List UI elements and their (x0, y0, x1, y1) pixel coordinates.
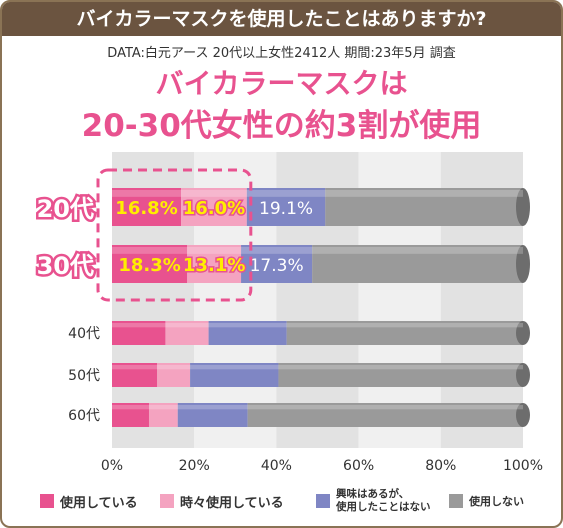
bar-segment (241, 245, 313, 283)
bar-segment (148, 403, 178, 427)
data-label: 16.8% (115, 198, 177, 219)
legend-swatch-interested (316, 494, 330, 508)
bar-segment (208, 321, 287, 345)
bar-end-cap (516, 188, 530, 226)
bar-segment (286, 321, 523, 345)
data-label: 18.3% (118, 255, 180, 276)
bar-segment (247, 403, 523, 427)
legend-label-interested-line2: 使用したことはない (336, 501, 431, 513)
bar-segment (325, 188, 523, 226)
data-label: 13.1% (183, 255, 245, 276)
legend-item-sometimes: 時々使用している (160, 488, 284, 514)
bar-end-cap (516, 363, 530, 387)
bar-highlight (112, 247, 523, 254)
category-label: 40代 (68, 326, 100, 342)
bar-end-cap (516, 245, 530, 283)
bar-segment (177, 403, 248, 427)
legend-swatch-not-use (449, 494, 463, 508)
category-label: 50代 (68, 368, 100, 384)
bar-end-cap (516, 403, 530, 427)
bar-segment (112, 245, 188, 283)
legend-label-use: 使用している (60, 495, 138, 511)
bar-highlight (112, 365, 523, 370)
bar-segment (278, 363, 523, 387)
x-tick-label: 80% (425, 458, 456, 474)
bar-segment (246, 188, 326, 226)
bar-segment (112, 188, 182, 226)
data-label: 17.3% (250, 256, 304, 276)
bar-segment (190, 363, 279, 387)
category-label: 60代 (68, 408, 100, 424)
legend-item-not-use: 使用しない (449, 488, 524, 514)
headline-line1: バイカラーマスクは (155, 67, 408, 100)
bar-segment (112, 403, 149, 427)
legend-label-not-use: 使用しない (469, 495, 524, 508)
x-tick-label: 100% (503, 458, 543, 474)
bar-highlight (112, 190, 523, 197)
legend-item-interested: 興味はあるが、 使用したことはない (316, 488, 431, 514)
legend-label-interested: 興味はあるが、 使用したことはない (336, 488, 431, 514)
data-label: 19.1% (259, 199, 313, 219)
bar-segment (181, 188, 247, 226)
x-tick-label: 0% (101, 458, 123, 474)
legend-item-use: 使用している (40, 488, 138, 514)
headline-line2: 20-30代女性の約3割が使用 (81, 108, 482, 144)
x-tick-label: 40% (261, 458, 292, 474)
bar-segment (112, 321, 166, 345)
data-label: 16.0% (183, 198, 245, 219)
legend-swatch-sometimes (160, 494, 174, 508)
x-tick-label: 20% (179, 458, 210, 474)
category-label: 20代 (37, 195, 94, 223)
legend-swatch-use (40, 494, 54, 508)
data-source: DATA:白元アース 20代以上女性2412人 期間:23年5月 調査 (107, 46, 456, 61)
bar-segment (165, 321, 209, 345)
highlight-box (96, 168, 253, 302)
bar-highlight (112, 405, 523, 410)
bar-segment (187, 245, 242, 283)
legend-label-sometimes: 時々使用している (180, 495, 284, 511)
bar-segment (157, 363, 191, 387)
bar-highlight (112, 323, 523, 328)
bar-end-cap (516, 321, 530, 345)
bar-segment (112, 363, 158, 387)
x-tick-label: 60% (343, 458, 374, 474)
bar-segment (312, 245, 523, 283)
legend-label-interested-line1: 興味はあるが、 (336, 488, 410, 500)
question-title: バイカラーマスクを使用したことはありますか? (2, 2, 561, 36)
category-label: 30代 (37, 252, 94, 280)
